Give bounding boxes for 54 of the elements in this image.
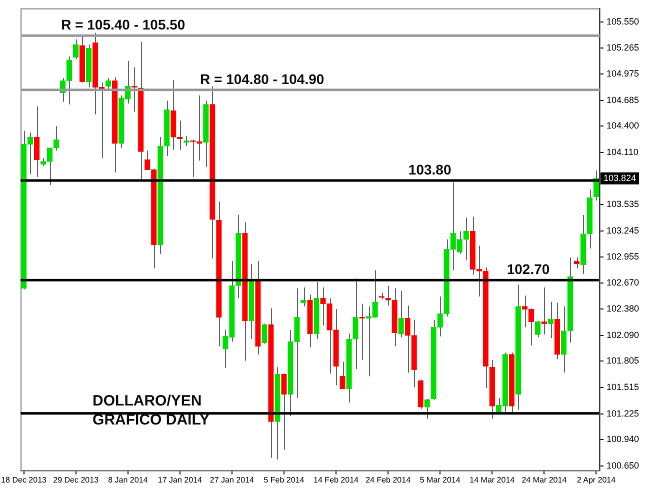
candlestick bbox=[34, 106, 40, 178]
y-tick-label: 102.955 bbox=[606, 252, 640, 262]
candlestick bbox=[106, 78, 112, 92]
ref-line-label: 103.80 bbox=[408, 161, 452, 178]
x-tick-label: 29 Dec 2013 bbox=[53, 475, 100, 484]
ref-line-label: R = 104.80 - 104.90 bbox=[200, 70, 324, 87]
x-tick-label: 5 Mar 2014 bbox=[420, 475, 461, 484]
candlestick bbox=[281, 372, 287, 450]
candlestick bbox=[196, 94, 202, 162]
y-tick-label: 104.685 bbox=[606, 94, 640, 105]
x-tick-label: 18 Dec 2013 bbox=[1, 475, 48, 484]
candlestick bbox=[560, 306, 567, 374]
text: 103.824 bbox=[603, 172, 636, 183]
ref-line-label: R = 105.40 - 105.50 bbox=[61, 16, 186, 32]
x-tick-label: 8 Jan 2014 bbox=[108, 475, 148, 484]
x-tick-label: 2 Apr 2014 bbox=[576, 475, 616, 484]
candlestick bbox=[73, 38, 79, 60]
candlestick bbox=[177, 120, 183, 150]
y-tick-label: 102.670 bbox=[606, 277, 640, 288]
y-tick-label: 103.535 bbox=[606, 199, 640, 210]
y-tick-label: 102.090 bbox=[606, 330, 640, 340]
x-tick-label: 14 Feb 2014 bbox=[314, 475, 360, 484]
candlestick bbox=[340, 361, 346, 390]
ref-line-label: 102.70 bbox=[506, 261, 550, 278]
candlestick bbox=[352, 278, 358, 370]
y-tick-label: 104.400 bbox=[606, 120, 640, 131]
y-tick-label: 101.515 bbox=[606, 382, 640, 392]
annotation: DOLLARO/YEN bbox=[92, 392, 202, 410]
y-tick-label: 104.975 bbox=[606, 68, 640, 79]
x-tick-label: 5 Feb 2014 bbox=[264, 475, 305, 484]
y-tick-label: 105.265 bbox=[606, 42, 640, 52]
y-tick-label: 103.245 bbox=[606, 225, 640, 236]
y-tick-label: 101.225 bbox=[606, 408, 640, 418]
candlestick bbox=[53, 126, 60, 152]
x-tick-label: 24 Mar 2014 bbox=[522, 475, 568, 484]
candlestick bbox=[46, 147, 53, 186]
candlestick bbox=[398, 290, 404, 338]
candlestick bbox=[262, 323, 268, 344]
y-tick-label: 104.110 bbox=[606, 146, 638, 157]
y-tick-label: 100.940 bbox=[606, 434, 640, 444]
candlestick bbox=[404, 305, 410, 374]
candlestick bbox=[424, 398, 430, 420]
x-tick-label: 14 Mar 2014 bbox=[470, 475, 516, 484]
y-tick-label: 101.805 bbox=[606, 356, 640, 366]
y-tick-label: 105.550 bbox=[606, 16, 640, 26]
candlestick bbox=[184, 136, 190, 147]
candlestick bbox=[534, 320, 540, 338]
x-tick-label: 17 Jan 2014 bbox=[158, 475, 202, 484]
candlestick bbox=[463, 217, 469, 261]
annotation: GRAFICO DAILY bbox=[92, 412, 210, 429]
x-tick-label: 24 Feb 2014 bbox=[366, 475, 412, 484]
y-tick-label: 100.650 bbox=[606, 460, 640, 470]
x-tick-label: 27 Jan 2014 bbox=[210, 475, 255, 484]
y-tick-label: 102.380 bbox=[606, 304, 640, 314]
